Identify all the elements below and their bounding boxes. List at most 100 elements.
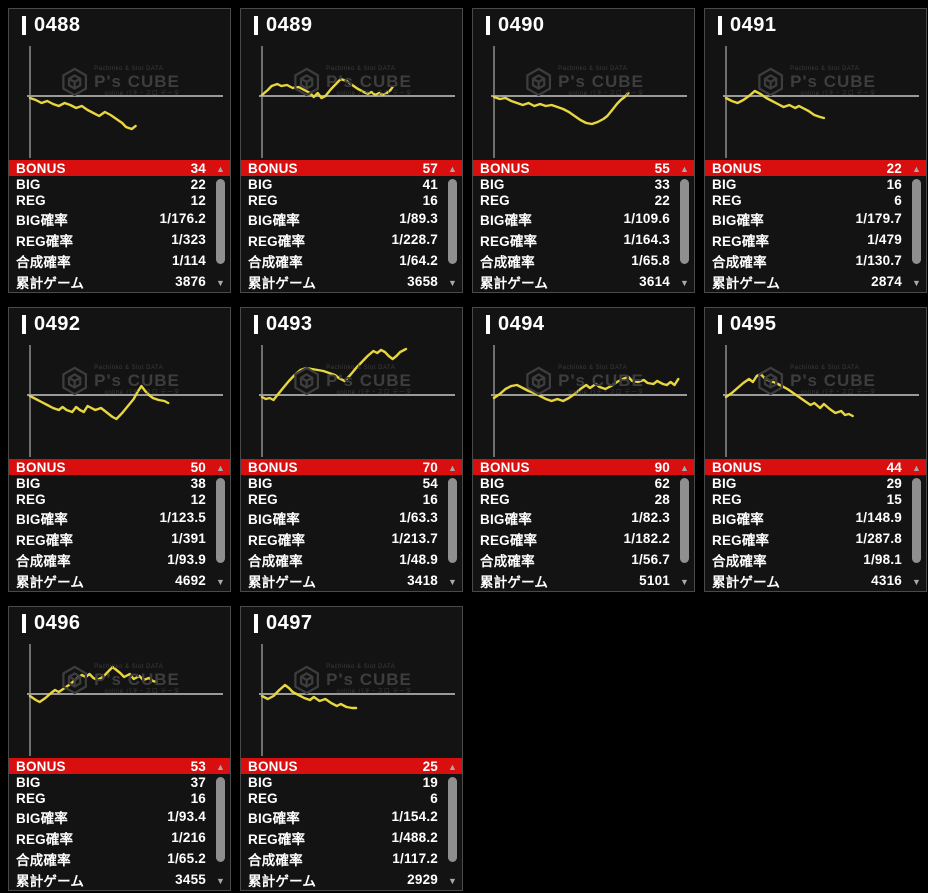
scroll-up-icon[interactable]: ▲ [680,463,689,473]
scroll-thumb[interactable] [216,179,225,264]
scroll-down-icon[interactable]: ▼ [680,278,689,288]
stat-row-bonus: BONUS 34 [9,160,230,176]
scrollbar[interactable]: ▲ ▼ [676,459,693,591]
stat-row-reg-rate: REG確率 1/182.2 [473,528,694,549]
stat-value-big: 38 [190,475,206,491]
slump-chart-svg [723,345,919,457]
stat-value-bonus: 70 [422,459,438,475]
stat-label-big: BIG [16,475,41,491]
stat-value-combined-rate: 1/130.7 [855,253,902,268]
scroll-up-icon[interactable]: ▲ [448,762,457,772]
stat-label-total-games: 累計ゲーム [248,574,317,590]
stat-value-reg: 12 [190,192,206,208]
scrollbar[interactable]: ▲ ▼ [444,459,461,591]
machine-number: 0496 [34,612,81,634]
scroll-up-icon[interactable]: ▲ [448,463,457,473]
scroll-up-icon[interactable]: ▲ [216,463,225,473]
stat-row-total-games: 累計ゲーム 3455 [9,869,230,890]
stat-value-big-rate: 1/93.4 [167,809,206,824]
scroll-up-icon[interactable]: ▲ [912,463,921,473]
stat-label-big-rate: BIG確率 [16,810,69,826]
machine-number: 0493 [266,313,313,335]
scroll-thumb[interactable] [448,478,457,563]
scroll-thumb[interactable] [216,478,225,563]
scrollbar[interactable]: ▲ ▼ [212,459,229,591]
machine-number: 0495 [730,313,777,335]
scroll-down-icon[interactable]: ▼ [448,876,457,886]
stat-value-big: 54 [422,475,438,491]
scrollbar[interactable]: ▲ ▼ [212,160,229,292]
stat-label-bonus: BONUS [480,160,530,176]
payout-line [28,384,170,421]
scroll-thumb[interactable] [912,179,921,264]
scrollbar[interactable]: ▲ ▼ [908,459,925,591]
stat-label-reg: REG [480,491,510,507]
scroll-thumb[interactable] [448,179,457,264]
scrollbar[interactable]: ▲ ▼ [908,160,925,292]
stat-label-bonus: BONUS [248,160,298,176]
stat-value-bonus: 25 [422,758,438,774]
machine-card[interactable]: 0497 Pachinko & Slot DATA P's CUBE onlin… [240,606,463,891]
scroll-thumb[interactable] [680,478,689,563]
scroll-down-icon[interactable]: ▼ [448,278,457,288]
scroll-down-icon[interactable]: ▼ [912,278,921,288]
stat-label-big-rate: BIG確率 [248,511,301,527]
ps-cube-watermark: Pachinko & Slot DATA P's CUBE online パチ・… [59,66,180,98]
stat-label-big: BIG [248,774,273,790]
ps-cube-watermark: Pachinko & Slot DATA P's CUBE online パチ・… [291,365,412,397]
stat-value-bonus: 22 [886,160,902,176]
slump-graph: Pachinko & Slot DATA P's CUBE online パチ・… [241,341,462,459]
stat-value-total-games: 3658 [407,274,438,289]
scroll-down-icon[interactable]: ▼ [216,876,225,886]
scroll-thumb[interactable] [680,179,689,264]
stat-row-big: BIG 41 [241,176,462,192]
machine-card[interactable]: 0488 Pachinko & Slot DATA P's CUBE onlin… [8,8,231,293]
scrollbar[interactable]: ▲ ▼ [212,758,229,890]
stat-label-big: BIG [712,176,737,192]
scroll-up-icon[interactable]: ▲ [912,164,921,174]
scroll-up-icon[interactable]: ▲ [216,164,225,174]
stat-row-big: BIG 62 [473,475,694,491]
cube-logo-icon [525,366,551,396]
stat-row-combined-rate: 合成確率 1/65.2 [9,848,230,869]
scrollbar[interactable]: ▲ ▼ [676,160,693,292]
stat-label-total-games: 累計ゲーム [248,873,317,889]
stat-value-reg: 16 [422,491,438,507]
scroll-down-icon[interactable]: ▼ [216,577,225,587]
machine-card[interactable]: 0494 Pachinko & Slot DATA P's CUBE onlin… [472,307,695,592]
stat-label-reg: REG [248,790,278,806]
scroll-thumb[interactable] [216,777,225,862]
stat-label-big-rate: BIG確率 [480,212,533,228]
stat-value-combined-rate: 1/65.8 [631,253,670,268]
stat-value-combined-rate: 1/65.2 [167,851,206,866]
scroll-down-icon[interactable]: ▼ [448,577,457,587]
scroll-up-icon[interactable]: ▲ [680,164,689,174]
payout-line [724,372,854,418]
machine-card[interactable]: 0489 Pachinko & Slot DATA P's CUBE onlin… [240,8,463,293]
scroll-thumb[interactable] [448,777,457,862]
machine-card[interactable]: 0492 Pachinko & Slot DATA P's CUBE onlin… [8,307,231,592]
machine-card[interactable]: 0496 Pachinko & Slot DATA P's CUBE onlin… [8,606,231,891]
stat-value-bonus: 50 [190,459,206,475]
machine-card[interactable]: 0495 Pachinko & Slot DATA P's CUBE onlin… [704,307,927,592]
scroll-up-icon[interactable]: ▲ [216,762,225,772]
scroll-up-icon[interactable]: ▲ [448,164,457,174]
scroll-thumb[interactable] [912,478,921,563]
machine-card[interactable]: 0490 Pachinko & Slot DATA P's CUBE onlin… [472,8,695,293]
payout-line [260,77,394,100]
scrollbar[interactable]: ▲ ▼ [444,160,461,292]
scroll-down-icon[interactable]: ▼ [680,577,689,587]
stat-value-big-rate: 1/109.6 [623,211,670,226]
stat-row-total-games: 累計ゲーム 2874 [705,271,926,292]
watermark-top-text: Pachinko & Slot DATA [326,664,396,670]
stat-value-big: 29 [886,475,902,491]
scroll-down-icon[interactable]: ▼ [912,577,921,587]
stat-value-bonus: 34 [190,160,206,176]
scrollbar[interactable]: ▲ ▼ [444,758,461,890]
payout-line [28,665,158,704]
stat-value-reg-rate: 1/213.7 [391,531,438,546]
machine-card[interactable]: 0493 Pachinko & Slot DATA P's CUBE onlin… [240,307,463,592]
machine-card[interactable]: 0491 Pachinko & Slot DATA P's CUBE onlin… [704,8,927,293]
scroll-down-icon[interactable]: ▼ [216,278,225,288]
stat-value-reg: 28 [654,491,670,507]
